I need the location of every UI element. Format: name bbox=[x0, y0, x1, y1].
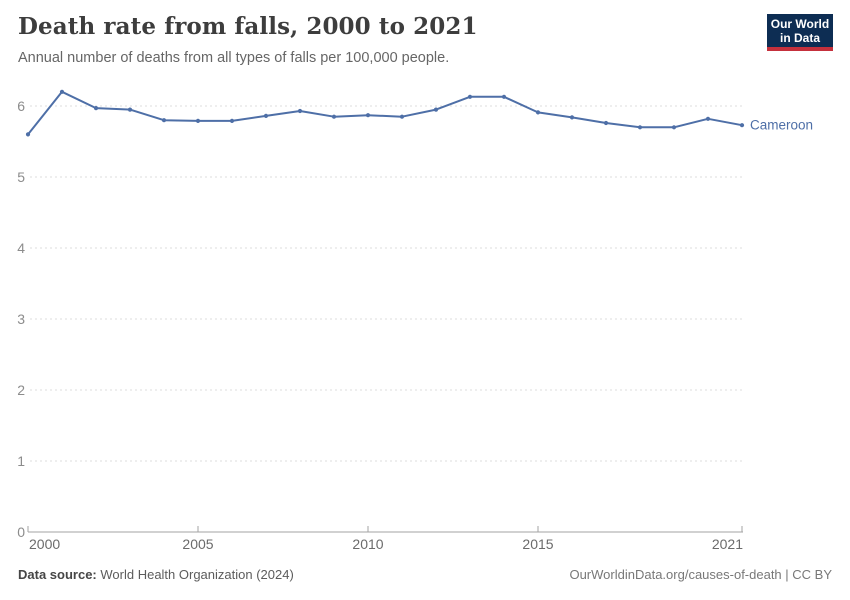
y-axis-label: 2 bbox=[17, 382, 25, 398]
data-point[interactable] bbox=[603, 120, 609, 126]
data-point[interactable] bbox=[25, 132, 31, 137]
data-point[interactable] bbox=[467, 94, 473, 99]
credit-link[interactable]: OurWorldinData.org/causes-of-death | CC … bbox=[569, 567, 832, 582]
trend-line[interactable] bbox=[27, 90, 743, 136]
data-point[interactable] bbox=[365, 113, 371, 118]
x-axis-label: 2005 bbox=[182, 536, 213, 552]
data-point[interactable] bbox=[263, 113, 269, 118]
data-point[interactable] bbox=[331, 114, 337, 119]
chart-header: Death rate from falls, 2000 to 2021 Annu… bbox=[18, 13, 740, 66]
data-source-text: World Health Organization (2024) bbox=[100, 567, 294, 582]
owid-logo-line2: in Data bbox=[779, 30, 820, 45]
data-point[interactable] bbox=[297, 108, 303, 114]
x-axis-label: 2010 bbox=[352, 536, 383, 552]
chart-title: Death rate from falls, 2000 to 2021 bbox=[18, 13, 478, 40]
data-point[interactable] bbox=[229, 118, 235, 123]
line-chart[interactable]: 0 1 2 3 4 5 6 2000 2005 2010 2015 2021 Cameroon bbox=[0, 80, 850, 555]
data-point[interactable] bbox=[671, 125, 677, 130]
data-point[interactable] bbox=[433, 107, 439, 112]
y-axis-label: 5 bbox=[17, 169, 25, 185]
chart-subtitle: Annual number of deaths from all types o… bbox=[18, 49, 450, 66]
data-point[interactable] bbox=[93, 106, 99, 111]
chart-footer: Data source: World Health Organization (… bbox=[18, 567, 832, 582]
data-point[interactable] bbox=[535, 110, 541, 115]
data-point[interactable] bbox=[569, 115, 575, 120]
data-point[interactable] bbox=[195, 118, 201, 123]
owid-logo-line1: Our World bbox=[770, 16, 830, 31]
plot-area[interactable]: 0 1 2 3 4 5 6 2000 2005 2010 2015 2021 Cameroon bbox=[0, 80, 850, 555]
owid-logo[interactable]: Our World in Data bbox=[767, 14, 833, 51]
data-point[interactable] bbox=[161, 118, 167, 123]
x-axis-label: 2000 bbox=[29, 536, 60, 552]
data-point[interactable] bbox=[637, 125, 643, 130]
y-axis-label: 0 bbox=[17, 524, 25, 540]
data-point[interactable] bbox=[59, 89, 65, 94]
x-axis-label: 2021 bbox=[712, 536, 743, 552]
data-point[interactable] bbox=[501, 94, 507, 99]
y-axis-label: 6 bbox=[17, 98, 25, 114]
data-point[interactable] bbox=[705, 116, 711, 121]
data-source-label: Data source: bbox=[18, 567, 97, 582]
data-point[interactable] bbox=[127, 107, 133, 112]
y-axis-label: 3 bbox=[17, 311, 25, 327]
data-point[interactable] bbox=[739, 123, 745, 128]
data-point[interactable] bbox=[399, 114, 405, 119]
x-axis-label: 2015 bbox=[522, 536, 553, 552]
y-axis-label: 1 bbox=[17, 453, 25, 469]
y-axis-label: 4 bbox=[17, 240, 25, 256]
data-source: Data source: World Health Organization (… bbox=[18, 567, 294, 582]
entity-label[interactable]: Cameroon bbox=[750, 118, 813, 133]
